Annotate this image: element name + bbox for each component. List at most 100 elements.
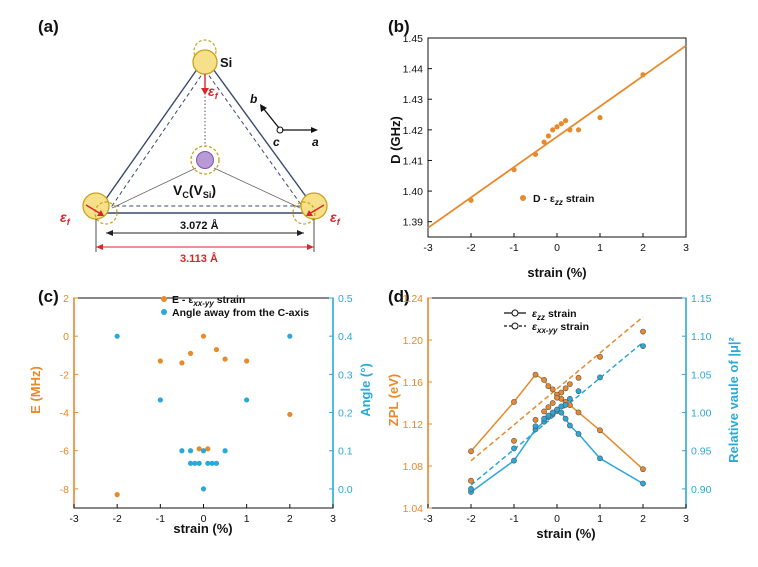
- panel-c-e-data-point: [213, 346, 220, 353]
- panel-d-ytick-label-right: 1.00: [691, 408, 712, 420]
- panel-c-e-data-point: [114, 492, 120, 498]
- panel-c-xtick-label: 1: [244, 513, 250, 525]
- right-atom-ghost: [292, 201, 316, 225]
- strain-arrowhead-top: [201, 88, 209, 95]
- panel-c-e-data-point: [244, 358, 250, 364]
- inner-triangle: [111, 69, 303, 207]
- panel-d-legend: εzz strain εxx-yy strain: [504, 308, 589, 335]
- panel-d-legend-marker-dashed: [511, 322, 519, 330]
- panel-d-xtick-label: -1: [509, 513, 518, 525]
- panel-c-ytick-label-right: 0.1: [338, 446, 353, 458]
- strain-label-top: εf: [208, 83, 219, 101]
- panel-c-angle-data-point: [187, 460, 194, 466]
- panel-d-series-line-2: [470, 410, 644, 493]
- panel-d-series-3-point-point: [468, 486, 474, 492]
- panel-d-series-3-point-point: [597, 374, 603, 381]
- panel-c-e-data-point: [187, 350, 194, 356]
- panel-c-xlabel: strain (%): [173, 521, 232, 536]
- panel-d-series-2-point-point: [567, 422, 573, 429]
- panel-b-ytick-label-left: 1.41: [403, 155, 424, 167]
- panel-b-xtick-label: 1: [597, 242, 603, 254]
- panel-d-xtick-label: 3: [683, 513, 689, 525]
- panel-b-xtick-label: -1: [509, 242, 518, 254]
- panel-b-ylabel: D (GHz): [388, 116, 403, 164]
- panel-c-ytick-label-left: 2: [63, 293, 69, 305]
- outer-dim-arrow-right: [307, 244, 314, 250]
- panel-c-ytick-label-right: 0.3: [338, 369, 353, 381]
- c-axis-label: c: [273, 135, 280, 149]
- si-atom: [192, 49, 218, 75]
- panel-d-series-3-point-point: [554, 406, 560, 413]
- panel-c-angle-data-point: [213, 460, 220, 466]
- b-axis-arrow: [262, 107, 280, 129]
- panel-b-xlabel: strain (%): [527, 265, 586, 280]
- panel-d-series-3-point-point: [562, 402, 569, 408]
- panel-d-series-0-point-point: [541, 376, 547, 383]
- panel-b-ytick-label-left: 1.43: [403, 94, 424, 106]
- strain-label-right: εf: [330, 209, 341, 227]
- panel-d-series-0-point-point: [575, 409, 582, 416]
- outer-triangle: [94, 56, 320, 214]
- inner-distance-label: 3.072 Å: [180, 219, 219, 232]
- panel-b-legend-text: D - εzz strain: [533, 193, 594, 207]
- panel-d-series-2-point-point: [575, 431, 582, 437]
- panel-b-xtick-label: -3: [423, 242, 432, 254]
- outer-dim-arrow-left: [96, 244, 103, 250]
- panel-d-xtick-label: -2: [466, 513, 475, 525]
- panel-d-fit-line-1: [470, 341, 644, 486]
- panel-d-series-0-point-point: [549, 386, 556, 393]
- panel-d-chart: (d) ZPL (eV) Relative vaule of |μ|² stra…: [386, 287, 741, 541]
- panel-b-data-point: [468, 197, 474, 203]
- panel-b-data-point: [532, 151, 539, 157]
- panel-b-ytick-label-left: 1.40: [403, 186, 424, 198]
- b-axis-label: b: [250, 92, 257, 106]
- panel-d-xtick-label: 1: [597, 513, 603, 525]
- panel-c-legend: E - εxx-yy strain Angle away from the C-…: [161, 294, 309, 319]
- panel-c-ytick-label-right: 0.0: [338, 484, 353, 496]
- panel-d-ytick-label-left: 1.04: [403, 503, 424, 515]
- panel-c-xtick-label: -1: [156, 513, 165, 525]
- panel-d-series-3-point-point: [640, 343, 646, 350]
- panel-d-series-0-point-point: [545, 383, 552, 390]
- panel-d-ytick-label-left: 1.20: [403, 335, 424, 347]
- outer-distance-label: 3.113 Å: [180, 252, 218, 265]
- panel-b-data-point: [550, 127, 556, 133]
- inner-dim-arrow-left: [106, 230, 113, 236]
- panel-b-ytick-label-left: 1.42: [403, 125, 424, 137]
- panel-b-plot-area: -3 -2 -1 0 1 2 3 1.39 1.40 1.41 1.42 1.43 1.44 1.45: [403, 33, 690, 254]
- panel-b-data-point: [511, 167, 517, 173]
- panel-d-series-1-point-point: [549, 400, 556, 406]
- panel-c-e-data-point: [287, 411, 293, 418]
- panel-b-ytick-label-left: 1.39: [403, 217, 424, 229]
- panel-c-ylabel-left: E (MHz): [28, 366, 43, 414]
- panel-c-angle-data-point: [157, 397, 163, 403]
- panel-c-plot-area: -3 -2 -1 0 1 2 3 -8 -6 -4 -2 0 2 0.0 0.1 0.2 0.3 0.4 0.5: [60, 293, 353, 525]
- panel-b-data-point: [541, 139, 547, 145]
- panel-d-series-3-point-point: [545, 412, 552, 419]
- panel-b-legend-marker: [520, 195, 526, 201]
- panel-d-series-2-point-point: [597, 455, 603, 462]
- panel-c-xtick-label: -3: [69, 513, 78, 525]
- panel-c-angle-data-point: [114, 333, 120, 339]
- bond-left-vacancy: [111, 167, 197, 209]
- panel-a-label: (a): [38, 17, 59, 36]
- panel-d-series-0-point-point: [468, 448, 474, 455]
- panel-d-series-1-point-point: [575, 374, 582, 381]
- panel-d-ytick-label-right: 0.90: [691, 484, 712, 496]
- panel-c-ytick-label-left: 0: [63, 331, 69, 343]
- panel-d-series-1-point-point: [640, 328, 646, 335]
- panel-b-xtick-label: 3: [683, 242, 689, 254]
- panel-c-label: (c): [38, 287, 59, 306]
- strain-arrowhead-left: [97, 210, 104, 216]
- panel-d-series-1-point-point: [562, 385, 569, 392]
- panel-d-series-3-point-point: [511, 445, 517, 452]
- panel-d-series-1-point-point: [567, 381, 573, 387]
- panel-d-xlabel: strain (%): [536, 526, 595, 541]
- panel-c-angle-data-point: [179, 448, 185, 454]
- panel-d-series-1-point-point: [554, 394, 560, 401]
- panel-c-e-data-point: [157, 358, 163, 364]
- panel-d-legend-text-xxyy: εxx-yy strain: [532, 321, 589, 335]
- panel-c-angle-data-point: [196, 460, 202, 466]
- panel-c-e-data-point: [200, 333, 207, 339]
